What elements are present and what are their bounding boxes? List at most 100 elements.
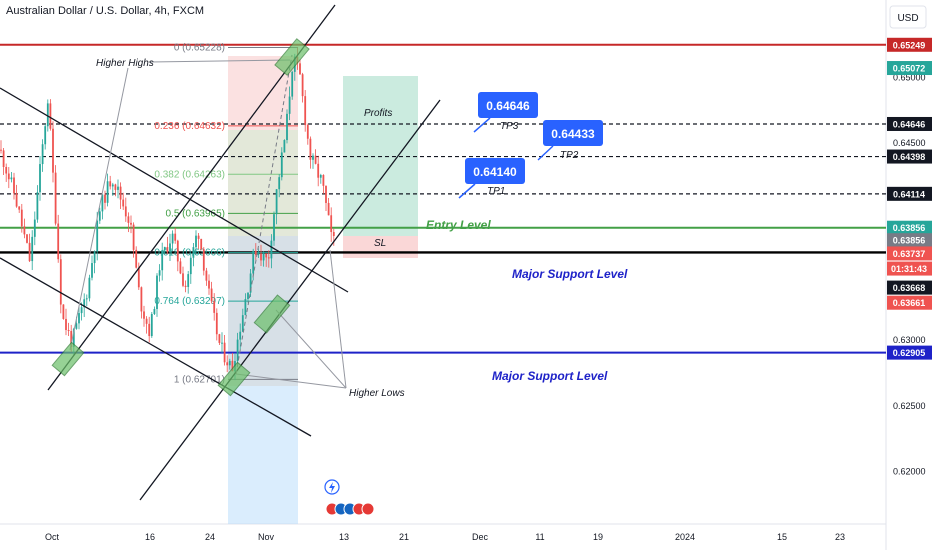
price-tag-3: 0.64398: [893, 152, 926, 162]
candle-body-60: [156, 275, 158, 310]
candle-body-61: [158, 270, 161, 276]
tp2-label: TP2: [560, 150, 579, 161]
tp2-callout[interactable]: 0.64433 TP2: [537, 120, 603, 161]
candle-body-46: [119, 186, 122, 200]
candle-body-28: [72, 328, 75, 347]
candle-body-100: [260, 253, 262, 261]
candle-body-52: [135, 249, 138, 268]
fib-label-6: 1 (0.62701): [174, 374, 225, 385]
tp2-callout-value: 0.64433: [551, 127, 595, 141]
candle-body-102: [265, 253, 268, 258]
candle-body-38: [98, 211, 101, 221]
price-tag-box-1: [887, 61, 932, 76]
candle-body-63: [163, 247, 166, 251]
fib-label-0: 0 (0.65228): [174, 43, 225, 54]
candle-body-89: [231, 360, 234, 372]
candle-body-110: [286, 113, 288, 141]
chart-title: Australian Dollar / U.S. Dollar, 4h, FXC…: [6, 5, 204, 17]
price-tag-box-2: [887, 116, 932, 131]
candle-body-72: [187, 274, 190, 287]
higher-highs-pointer-2: [69, 67, 129, 351]
price-tick-2: 0.63000: [893, 335, 926, 345]
candle-body-98: [254, 250, 257, 255]
candle-body-64: [166, 247, 169, 253]
candle-body-50: [130, 222, 132, 225]
tp3-callout-box: [478, 92, 538, 118]
sl-label: SL: [374, 238, 386, 249]
candle-body-41: [106, 181, 109, 203]
us-flag-icon-3[interactable]: [361, 502, 375, 516]
candle-body-117: [304, 96, 307, 126]
candle-body-118: [306, 125, 309, 139]
time-tick-0: Oct: [45, 532, 60, 542]
price-tag-5: 0.63856: [893, 223, 926, 233]
tp2-callout-box: [543, 120, 603, 146]
candle-body-81: [210, 288, 213, 302]
tp1-callout[interactable]: 0.64140 TP1: [458, 158, 525, 199]
candle-body-47: [122, 199, 125, 207]
currency-button[interactable]: [889, 5, 927, 29]
candle-body-14: [36, 192, 39, 220]
price-tag-box-3: [887, 149, 932, 164]
candle-body-68: [176, 240, 179, 262]
candle-body-17: [44, 126, 47, 145]
candle-body-45: [117, 186, 119, 190]
price-tag-box-7: [887, 246, 932, 261]
time-axis[interactable]: Oct 16 24 Nov 13 21 Dec 11 19 2024 15 23: [45, 532, 845, 542]
fib-label-3: 0.5 (0.63965): [166, 208, 226, 219]
swing-box-1: [51, 341, 85, 377]
candle-body-123: [319, 174, 322, 178]
candle-body-42: [109, 181, 112, 187]
price-tag-10: 0.63661: [893, 298, 926, 308]
candle-body-107: [278, 177, 281, 190]
candle-body-37: [96, 220, 99, 252]
candle-body-31: [80, 307, 83, 314]
candle-body-75: [195, 235, 197, 248]
candle-body-87: [226, 362, 229, 366]
candle-body-10: [26, 234, 28, 243]
time-tick-4: 13: [339, 532, 349, 542]
price-tag-box-6: [887, 233, 932, 248]
tp3-callout[interactable]: 0.64646 TP3: [473, 92, 538, 133]
candle-body-88: [228, 360, 231, 366]
candle-body-29: [75, 323, 78, 329]
candle-body-5: [13, 177, 15, 194]
candle-body-93: [241, 315, 244, 332]
event-icons[interactable]: [324, 479, 375, 516]
price-tick-1: 0.64500: [893, 138, 926, 148]
candle-body-86: [223, 342, 226, 363]
fib-levels: 0 (0.65228) 0.236 (0.64632) 0.382 (0.64263…: [154, 43, 298, 385]
candle-body-78: [202, 249, 205, 271]
candle-body-39: [101, 194, 104, 212]
candle-body-40: [104, 194, 106, 203]
price-tag-box-9: [887, 280, 932, 295]
candle-body-105: [273, 214, 275, 241]
price-tag-6: 0.63856: [893, 236, 926, 246]
fib-trend-line: [235, 54, 293, 375]
candle-body-6: [15, 193, 18, 207]
price-tag-4: 0.64114: [893, 189, 925, 199]
candle-body-121: [314, 155, 317, 164]
candle-body-65: [169, 243, 171, 253]
downtrend-line-lower: [0, 257, 312, 437]
price-tag-9: 0.63668: [893, 283, 926, 293]
tp1-callout-tail: [458, 183, 476, 199]
candle-body-59: [153, 309, 156, 315]
candle-body-36: [93, 251, 96, 264]
currency-button-label: USD: [897, 13, 918, 24]
candle-body-74: [192, 247, 195, 258]
price-axis[interactable]: 0.65000 0.64500 0.63000 0.62500 0.62000 0.652…: [887, 37, 932, 477]
candle-body-4: [10, 177, 13, 180]
tp3-callout-value: 0.64646: [486, 99, 530, 113]
candle-body-112: [291, 71, 294, 97]
time-tick-11: 23: [835, 532, 845, 542]
time-tick-5: 21: [399, 532, 409, 542]
price-tag-box-10: [887, 295, 932, 310]
candle-body-49: [127, 216, 130, 223]
candle-body-96: [249, 273, 252, 293]
higher-lows-label: Higher Lows: [349, 388, 405, 399]
candle-body-106: [275, 189, 278, 215]
higher-highs-pointer: [149, 59, 291, 63]
tp3-label: TP3: [500, 121, 519, 132]
